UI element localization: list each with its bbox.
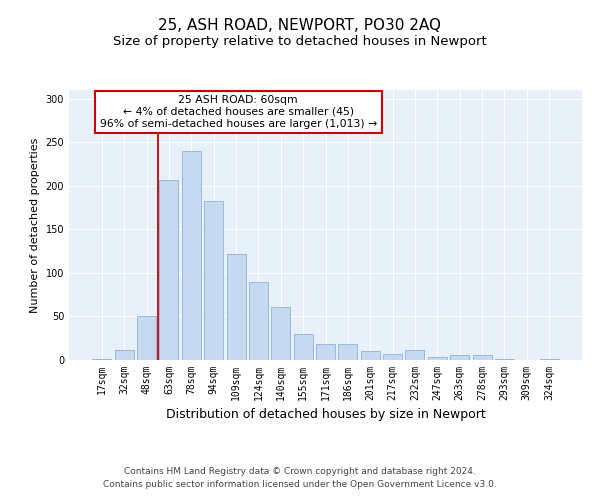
Bar: [115, 350, 134, 360]
Bar: [249, 282, 268, 360]
Y-axis label: Number of detached properties: Number of detached properties: [30, 138, 40, 312]
Text: Contains public sector information licensed under the Open Government Licence v3: Contains public sector information licen…: [103, 480, 497, 489]
Bar: [160, 180, 178, 360]
Bar: [338, 344, 358, 360]
Bar: [316, 344, 335, 360]
X-axis label: Distribution of detached houses by size in Newport: Distribution of detached houses by size …: [166, 408, 485, 422]
Bar: [495, 359, 514, 360]
Bar: [361, 352, 380, 360]
Text: Contains HM Land Registry data © Crown copyright and database right 2024.: Contains HM Land Registry data © Crown c…: [124, 467, 476, 476]
Bar: [539, 359, 559, 360]
Bar: [92, 359, 112, 360]
Text: 25, ASH ROAD, NEWPORT, PO30 2AQ: 25, ASH ROAD, NEWPORT, PO30 2AQ: [158, 18, 442, 32]
Bar: [137, 316, 156, 360]
Text: 25 ASH ROAD: 60sqm
← 4% of detached houses are smaller (45)
96% of semi-detached: 25 ASH ROAD: 60sqm ← 4% of detached hous…: [100, 96, 377, 128]
Bar: [227, 254, 245, 360]
Bar: [271, 307, 290, 360]
Bar: [450, 355, 469, 360]
Bar: [473, 355, 491, 360]
Bar: [383, 354, 402, 360]
Bar: [204, 202, 223, 360]
Bar: [293, 334, 313, 360]
Bar: [406, 350, 424, 360]
Bar: [428, 356, 447, 360]
Bar: [182, 151, 201, 360]
Text: Size of property relative to detached houses in Newport: Size of property relative to detached ho…: [113, 35, 487, 48]
